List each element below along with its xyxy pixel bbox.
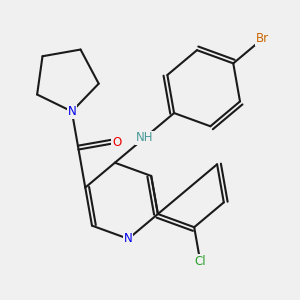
Text: Cl: Cl bbox=[194, 255, 206, 268]
Text: N: N bbox=[68, 105, 76, 118]
Text: O: O bbox=[112, 136, 121, 149]
Text: NH: NH bbox=[136, 131, 153, 144]
Text: N: N bbox=[124, 232, 133, 245]
Text: Br: Br bbox=[256, 32, 269, 45]
